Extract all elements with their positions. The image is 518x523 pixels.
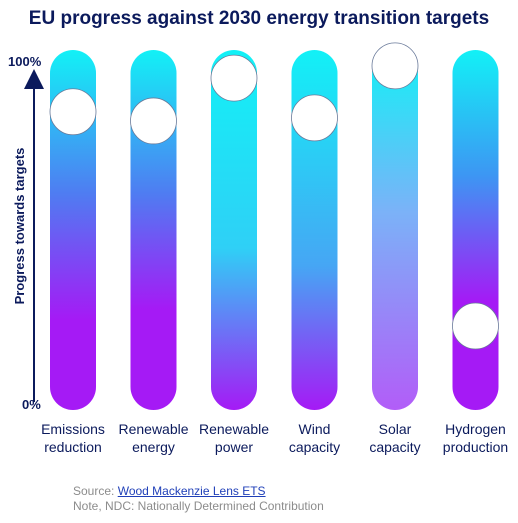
category-label-4-1: capacity: [369, 439, 420, 455]
progress-marker-4: [371, 42, 419, 90]
category-label-0-0: Emissions: [41, 421, 105, 437]
bar-4: [372, 50, 418, 410]
category-label-3-1: capacity: [289, 439, 340, 455]
category-label-0-1: reduction: [44, 439, 102, 455]
y-axis-label: Progress towards targets: [12, 148, 27, 305]
source-note: Source: Wood Mackenzie Lens ETS Note, ND…: [73, 484, 324, 514]
category-label-2-0: Renewable: [199, 421, 269, 437]
category-label-5-1: production: [443, 439, 508, 455]
progress-marker-0: [49, 88, 97, 136]
bar-2: [211, 50, 257, 410]
category-label-2-1: power: [215, 439, 253, 455]
progress-marker-1: [130, 97, 177, 145]
progress-marker-3: [291, 94, 338, 142]
bar-0: [50, 50, 96, 410]
progress-marker-5: [452, 302, 499, 350]
category-label-5-0: Hydrogen: [445, 421, 506, 437]
bar-3: [291, 50, 338, 410]
category-label-3-0: Wind: [299, 421, 331, 437]
category-label-1-1: energy: [132, 439, 175, 455]
category-label-1-0: Renewable: [118, 421, 188, 437]
bars-group: Emissions reduction Renewable energy Renewab…: [41, 42, 508, 455]
source-link[interactable]: Wood Mackenzie Lens ETS: [117, 484, 266, 498]
category-label-4-0: Solar: [379, 421, 412, 437]
y-tick-0: 0%: [22, 397, 41, 412]
progress-marker-2: [210, 54, 258, 102]
chart-title: EU progress against 2030 energy transiti…: [28, 8, 490, 29]
source-prefix: Source:: [73, 484, 118, 498]
note-text: Note, NDC: Nationally Determined Contrib…: [73, 499, 324, 513]
bar-5: [452, 50, 499, 410]
y-tick-100: 100%: [8, 54, 42, 69]
